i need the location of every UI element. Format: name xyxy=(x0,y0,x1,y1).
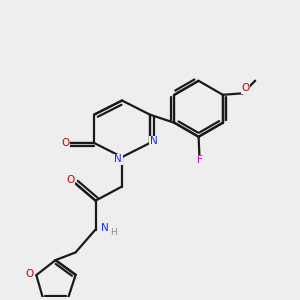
Text: H: H xyxy=(110,228,117,237)
Text: O: O xyxy=(241,83,249,93)
Text: N: N xyxy=(101,223,109,233)
Text: O: O xyxy=(26,268,34,279)
Text: F: F xyxy=(196,155,202,165)
Text: N: N xyxy=(150,136,158,146)
Text: O: O xyxy=(67,175,75,185)
Text: O: O xyxy=(61,138,69,148)
Text: N: N xyxy=(114,154,122,164)
